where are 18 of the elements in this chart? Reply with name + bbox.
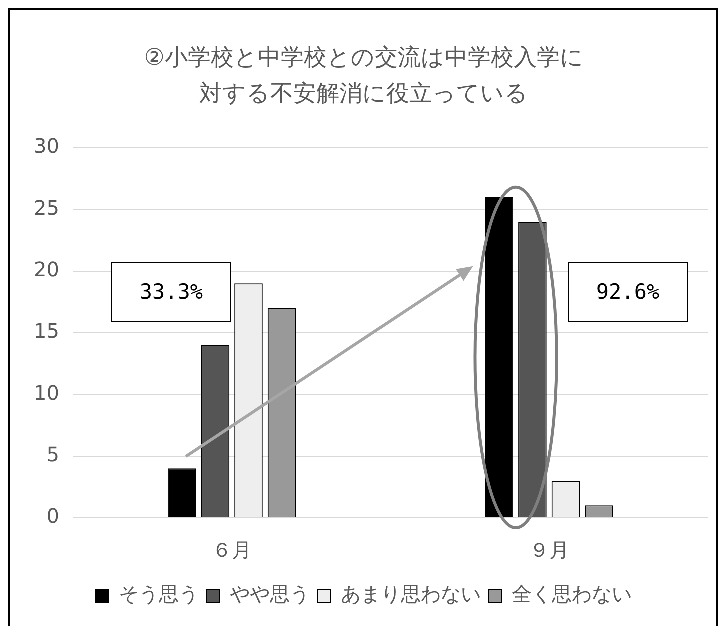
chart-title: ②小学校と中学校との交流は中学校入学に対する不安解消に役立っている: [143, 44, 585, 109]
legend-label: あまり思わない: [341, 582, 481, 606]
y-tick-label: 25: [34, 196, 60, 220]
y-tick-label: 30: [34, 134, 60, 158]
y-tick-label: 5: [46, 442, 60, 467]
x-tick-label: ６月: [212, 538, 252, 562]
x-tick-label: ９月: [529, 538, 570, 562]
legend-label: そう思う: [119, 582, 199, 606]
y-tick-label: 10: [34, 380, 60, 405]
legend-label: 全く思わない: [512, 582, 632, 606]
annotation: 33.3%: [111, 262, 232, 322]
bar: [168, 468, 196, 518]
legend-label: やや思う: [230, 582, 310, 606]
y-tick-label: 0: [46, 504, 60, 528]
y-tick-label: 15: [34, 319, 60, 344]
bar: [485, 197, 514, 518]
annotation: 92.6%: [568, 262, 688, 322]
y-tick-label: 20: [34, 258, 60, 282]
